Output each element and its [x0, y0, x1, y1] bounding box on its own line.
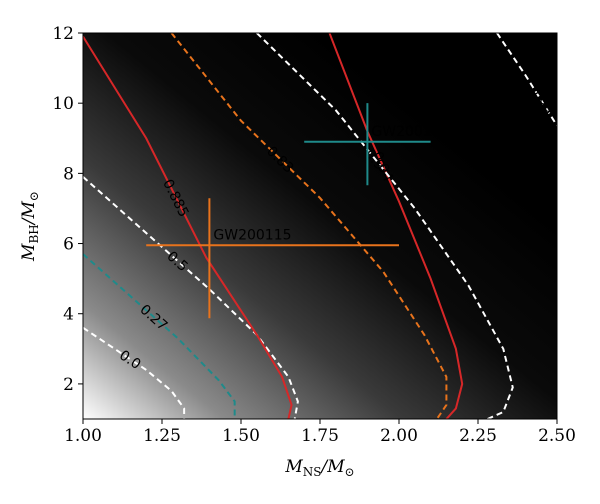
x-label-part: /M [319, 457, 345, 477]
x-tick-label: 2.25 [459, 426, 497, 446]
contour-line [328, 33, 464, 419]
contour-line [83, 253, 236, 419]
heatmap-background [83, 33, 557, 419]
contour-line [256, 33, 514, 419]
y-tick-label: 8 [63, 164, 74, 184]
x-label-part: M [284, 457, 303, 477]
x-tick-label: 1.25 [143, 426, 181, 446]
y-tick-label: 6 [63, 235, 74, 255]
x-tick-label: 1.75 [301, 426, 339, 446]
y-tick-label: 10 [52, 94, 74, 114]
contour-line [83, 326, 186, 419]
event-label: GW200115 [213, 227, 291, 243]
y-label-part: /M [19, 201, 39, 227]
x-tick-label: 1.00 [64, 426, 102, 446]
x-axis-label: MNS/M⊙ [284, 457, 354, 479]
x-tick-label: 2.50 [538, 426, 576, 446]
y-label-part: M [19, 243, 39, 262]
x-label-part: NS [303, 465, 322, 479]
event-label: GW200105 [371, 124, 449, 140]
contour-line [83, 35, 293, 419]
x-tick-label: 2.00 [380, 426, 418, 446]
y-label-part: ⊙ [27, 191, 41, 201]
contour-line [496, 33, 557, 127]
x-tick-label: 1.50 [222, 426, 260, 446]
y-tick-label: 12 [52, 24, 74, 44]
x-label-part: ⊙ [345, 465, 355, 479]
contour-line [170, 33, 448, 419]
y-tick-label: 4 [63, 305, 74, 325]
y-label-part: BH [27, 224, 41, 243]
y-tick-label: 2 [63, 375, 74, 395]
y-axis-label: MBH/M⊙ [19, 191, 41, 262]
